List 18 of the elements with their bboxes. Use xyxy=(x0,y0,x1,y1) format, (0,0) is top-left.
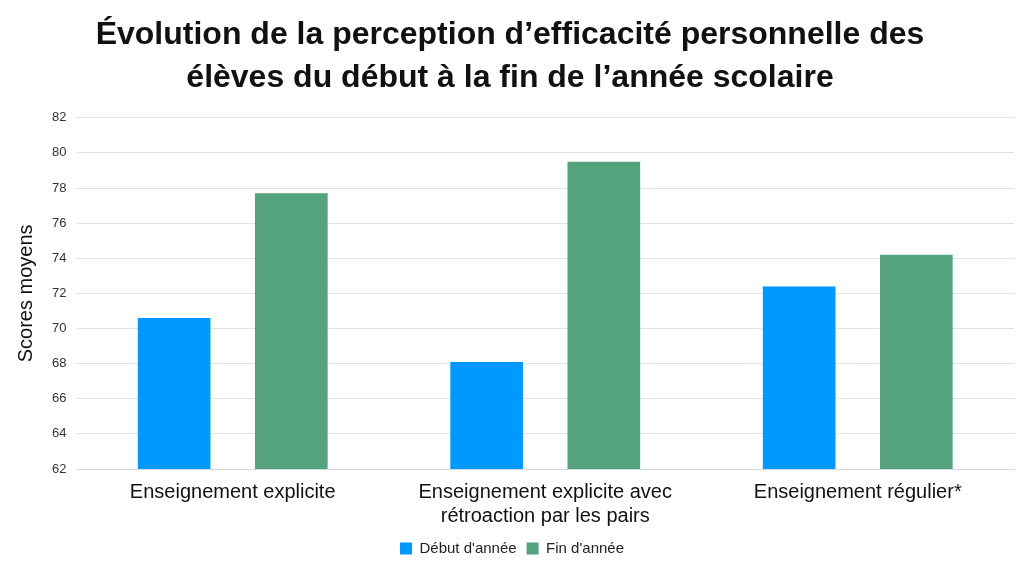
y-tick-label: 68 xyxy=(51,355,67,371)
y-tick-label: 78 xyxy=(51,179,67,195)
x-tick-label: Enseignement régulier* xyxy=(753,479,962,502)
y-tick-label: 82 xyxy=(51,109,67,125)
y-tick-label: 80 xyxy=(51,144,67,160)
y-tick-label: 74 xyxy=(51,249,67,265)
y-tick-label: 66 xyxy=(51,390,67,406)
y-tick-label: 62 xyxy=(51,460,67,476)
y-tick-label: 64 xyxy=(51,425,67,441)
legend-label: Fin d'année xyxy=(546,538,625,556)
chart-title: Évolution de la perception d’efficacité personnelle des élèves du début à la fin de l’année scolaire xyxy=(94,14,926,96)
x-tick-label: Enseignement explicite avec rétroaction par les pairs xyxy=(418,479,672,526)
y-axis-title: Scores moyens xyxy=(13,224,36,363)
y-tick-label: 70 xyxy=(51,320,67,336)
y-tick-label: 72 xyxy=(51,284,67,300)
legend-label: Début d'année xyxy=(419,538,517,556)
y-tick-label: 76 xyxy=(51,214,67,230)
x-tick-label: Enseignement explicite xyxy=(129,479,336,502)
